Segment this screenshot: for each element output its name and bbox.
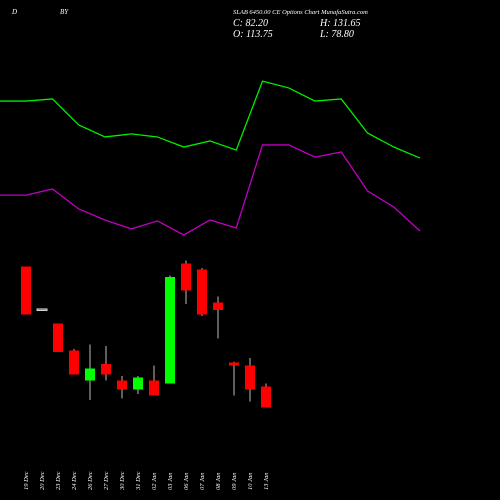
x-tick-label: 02 Jan xyxy=(151,472,158,490)
x-tick-label: 06 Jan xyxy=(183,472,190,490)
candle-body xyxy=(53,323,63,352)
candle-body xyxy=(229,362,239,366)
candle-body xyxy=(69,350,79,375)
x-tick-label: 30 Dec xyxy=(119,471,126,491)
header-left: D xyxy=(11,8,17,16)
x-tick-label: 03 Jan xyxy=(167,472,174,490)
candle-body xyxy=(149,380,159,396)
x-tick-label: 07 Jan xyxy=(199,472,206,490)
x-tick-label: 27 Dec xyxy=(103,471,110,490)
candle-body xyxy=(245,365,255,390)
candle-body xyxy=(181,263,191,291)
candle-body xyxy=(213,302,223,310)
open-label: O: 113.75 xyxy=(233,29,273,40)
candle-body xyxy=(85,368,95,381)
header-mid: BY xyxy=(60,8,69,16)
x-tick-label: 10 Jan xyxy=(247,472,254,490)
x-tick-label: 09 Jan xyxy=(231,472,238,490)
candle-body xyxy=(133,377,143,390)
candle-body xyxy=(165,277,175,384)
x-tick-label: 13 Jan xyxy=(263,472,270,490)
candle-body xyxy=(101,364,111,375)
candle-body xyxy=(21,266,31,315)
indicator-line xyxy=(0,144,421,236)
chart-title: SLAB 6450.00 CE Options Chart MunafaSutr… xyxy=(233,9,368,16)
candle-body xyxy=(117,380,127,390)
x-tick-label: 26 Dec xyxy=(87,471,94,490)
x-tick-label: 24 Dec xyxy=(71,471,78,490)
close-label: C: 82.20 xyxy=(233,18,268,29)
indicator-line xyxy=(0,80,421,159)
high-label: H: 131.65 xyxy=(319,18,361,29)
x-tick-label: 31 Dec xyxy=(135,471,142,491)
x-tick-label: 23 Dec xyxy=(55,471,62,490)
candle-body xyxy=(197,269,207,315)
low-label: L: 78.80 xyxy=(319,29,354,40)
x-tick-label: 20 Dec xyxy=(39,471,46,490)
x-tick-label: 19 Dec xyxy=(23,471,30,490)
x-tick-label: 08 Jan xyxy=(215,472,222,490)
candle-body xyxy=(261,386,271,408)
candle-body xyxy=(36,308,48,311)
